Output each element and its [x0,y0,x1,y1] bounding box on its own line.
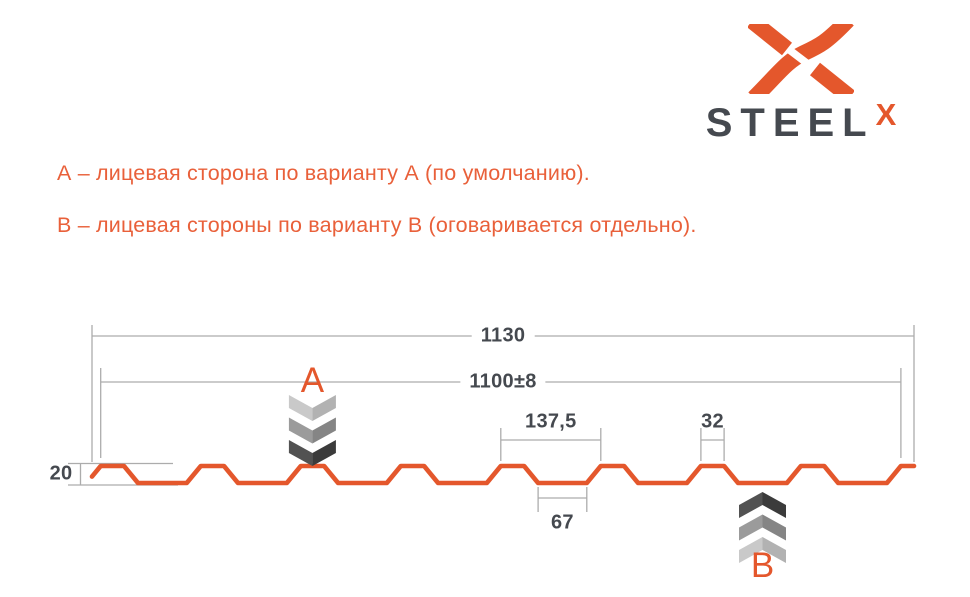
dim-overall-label: 1130 [471,324,535,348]
marker-a-chevrons-icon [288,395,336,466]
dim-valley-group [537,487,588,512]
chevron-band [739,537,763,563]
logo: STEELX [686,24,916,146]
note-variant-a: А – лицевая сторона по варианту А (по ум… [57,161,590,185]
marker-a-label: A [300,361,325,400]
profile-outline [89,463,917,486]
chevron-band [288,440,313,466]
dim-pitch-label: 137,5 [525,410,577,433]
brand-steel-text: STEEL [705,101,875,145]
chevron-band [762,514,786,541]
chevron-band [762,537,786,563]
marker-b-label: B [750,546,775,585]
dim-height-label: 20 [49,462,73,485]
chevron-band [739,492,763,518]
chevron-band [739,514,763,541]
chevron-band [288,395,313,421]
logo-x-icon [748,24,854,94]
chevron-band [312,417,336,444]
logo-x-sband [748,24,854,94]
dim-cover-label: 1100±8 [460,370,546,394]
dim-crest-label: 32 [701,410,724,433]
marker-b-chevrons-icon [739,492,786,563]
dim-crest-group [700,428,725,461]
chevron-band [762,492,786,518]
chevron-band [288,417,313,444]
chevron-band [312,395,336,421]
dim-pitch-group [500,428,602,461]
brand-wordmark: STEELX [686,97,916,146]
dim-valley-label: 67 [551,511,574,534]
logo-x-se-arm [810,62,854,94]
brand-x-sup: X [875,97,897,132]
note-variant-b: В – лицевая стороны по варианту В (огова… [57,213,697,237]
logo-x-nw-arm [748,24,792,56]
chevron-band [312,440,336,466]
